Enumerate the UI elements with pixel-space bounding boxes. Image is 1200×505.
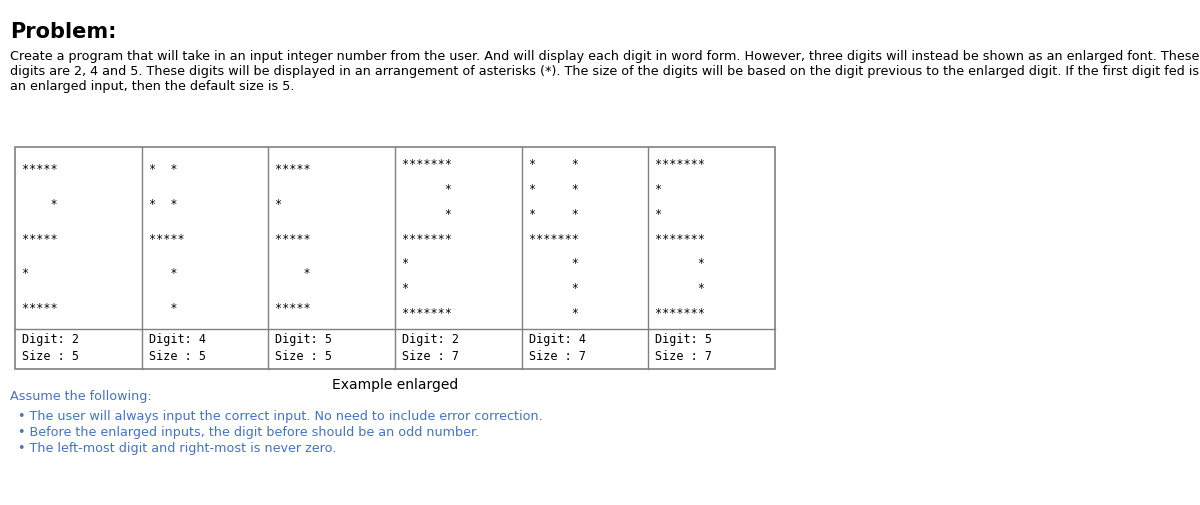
Text: *: * (275, 267, 311, 280)
Text: *: * (655, 182, 706, 195)
Text: *******: ******* (655, 232, 706, 245)
Text: *****: ***** (275, 301, 311, 315)
Text: *: * (529, 257, 578, 270)
Text: *: * (402, 257, 452, 270)
Text: *: * (275, 197, 311, 210)
Text: Size : 7: Size : 7 (655, 349, 713, 362)
Text: *: * (149, 267, 178, 280)
Text: Size : 5: Size : 5 (275, 349, 332, 362)
Text: *: * (22, 197, 58, 210)
Text: *: * (149, 301, 178, 315)
Text: *: * (529, 307, 578, 320)
Text: *: * (402, 282, 452, 294)
Text: Digit: 2: Digit: 2 (402, 332, 458, 345)
Text: *: * (655, 257, 706, 270)
Text: *******: ******* (655, 158, 706, 171)
Text: *: * (22, 267, 58, 280)
Text: Size : 7: Size : 7 (529, 349, 586, 362)
Text: *****: ***** (22, 163, 58, 176)
Text: • The left-most digit and right-most is never zero.: • The left-most digit and right-most is … (18, 441, 336, 454)
Bar (14, 147, 775, 369)
Text: Digit: 2: Digit: 2 (22, 332, 79, 345)
Text: *: * (402, 207, 452, 220)
Text: *: * (655, 207, 706, 220)
Text: Size : 5: Size : 5 (22, 349, 79, 362)
Text: *****: ***** (275, 163, 311, 176)
Text: *****: ***** (22, 232, 58, 245)
Text: *****: ***** (275, 232, 311, 245)
Text: *******: ******* (402, 307, 452, 320)
Text: Problem:: Problem: (10, 22, 116, 42)
Text: *: * (402, 182, 452, 195)
Text: Digit: 5: Digit: 5 (275, 332, 332, 345)
Text: *******: ******* (655, 307, 706, 320)
Text: *****: ***** (22, 301, 58, 315)
Text: Digit: 5: Digit: 5 (655, 332, 713, 345)
Text: • The user will always input the correct input. No need to include error correct: • The user will always input the correct… (18, 409, 542, 422)
Text: Digit: 4: Digit: 4 (149, 332, 205, 345)
Text: *  *: * * (149, 197, 178, 210)
Text: Size : 5: Size : 5 (149, 349, 205, 362)
Text: *****: ***** (149, 232, 185, 245)
Text: *******: ******* (402, 232, 452, 245)
Text: Assume the following:: Assume the following: (10, 389, 151, 402)
Text: *: * (529, 282, 578, 294)
Text: *     *: * * (529, 158, 578, 171)
Text: *: * (655, 282, 706, 294)
Text: Size : 7: Size : 7 (402, 349, 458, 362)
Text: • Before the enlarged inputs, the digit before should be an odd number.: • Before the enlarged inputs, the digit … (18, 425, 479, 438)
Text: Create a program that will take in an input integer number from the user. And wi: Create a program that will take in an in… (10, 50, 1199, 63)
Text: Digit: 4: Digit: 4 (529, 332, 586, 345)
Text: digits are 2, 4 and 5. These digits will be displayed in an arrangement of aster: digits are 2, 4 and 5. These digits will… (10, 65, 1199, 78)
Text: *  *: * * (149, 163, 178, 176)
Text: Example enlarged: Example enlarged (332, 377, 458, 391)
Text: an enlarged input, then the default size is 5.: an enlarged input, then the default size… (10, 80, 294, 93)
Text: *******: ******* (529, 232, 578, 245)
Text: *     *: * * (529, 182, 578, 195)
Text: *     *: * * (529, 207, 578, 220)
Text: *******: ******* (402, 158, 452, 171)
